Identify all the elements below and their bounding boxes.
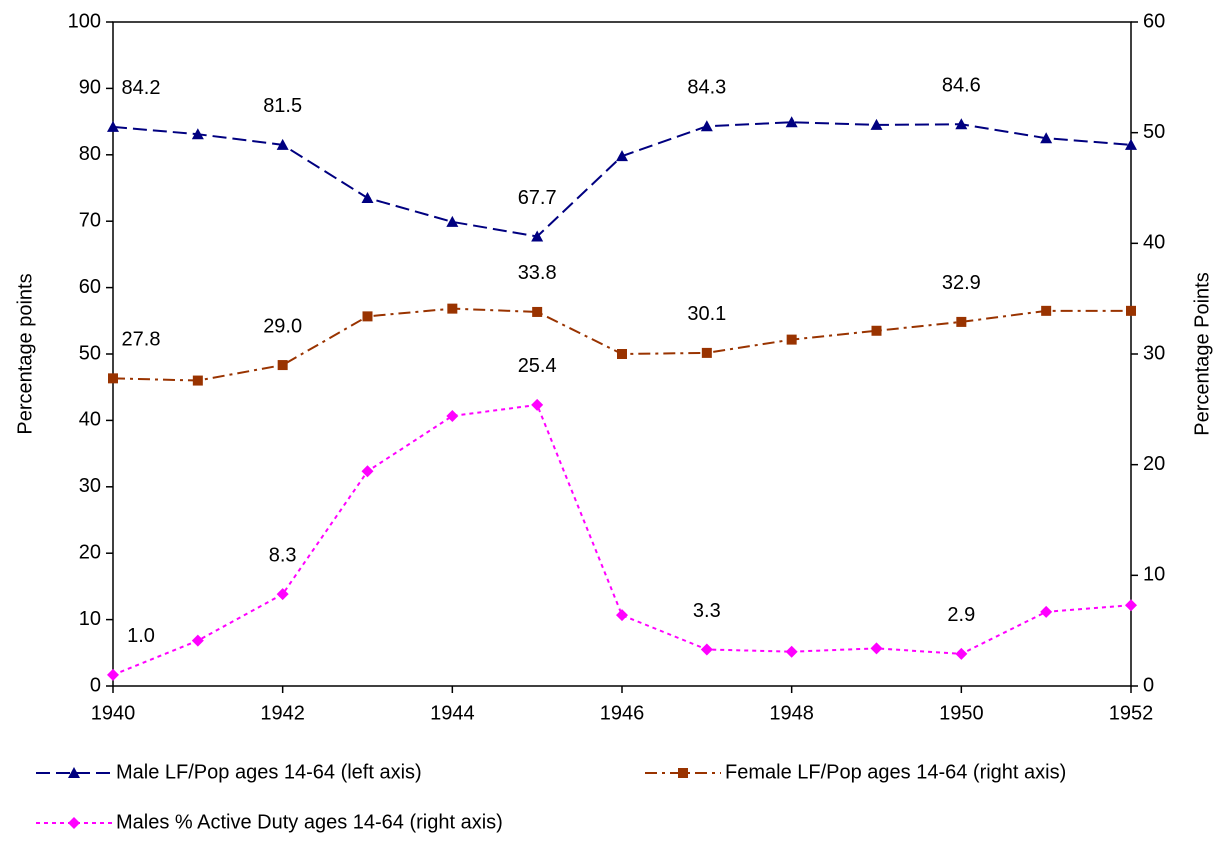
y-tick-label: 90 — [79, 77, 101, 99]
marker — [700, 643, 713, 656]
y2-tick-label: 40 — [1143, 232, 1165, 254]
x-tick-label: 1942 — [260, 702, 305, 724]
marker — [955, 647, 968, 660]
data-label: 30.1 — [687, 303, 726, 325]
marker — [276, 588, 289, 601]
marker — [1126, 305, 1136, 316]
marker — [1041, 305, 1052, 316]
marker — [1040, 605, 1053, 618]
data-label: 1.0 — [127, 625, 155, 647]
data-label: 2.9 — [947, 604, 975, 626]
legend-label: Males % Active Duty ages 14-64 (right ax… — [116, 811, 503, 833]
marker — [1125, 138, 1137, 150]
y-tick-label: 80 — [79, 143, 101, 165]
marker — [785, 645, 798, 658]
marker — [108, 373, 118, 384]
y-tick-label: 0 — [90, 674, 101, 696]
legend-marker — [68, 817, 80, 829]
marker — [871, 325, 882, 336]
y-tick-label: 20 — [79, 541, 101, 563]
marker — [361, 465, 374, 478]
marker — [277, 360, 288, 371]
marker — [191, 634, 204, 647]
marker — [616, 609, 628, 622]
legend-label: Male LF/Pop ages 14-64 (left axis) — [116, 761, 422, 783]
marker — [617, 349, 627, 359]
data-label: 29.0 — [263, 315, 302, 337]
x-tick-label: 1946 — [600, 702, 645, 724]
data-label: 25.4 — [518, 355, 557, 377]
marker — [446, 215, 459, 227]
data-label: 84.3 — [687, 77, 726, 99]
y-tick-label: 10 — [79, 608, 101, 630]
marker — [955, 118, 968, 130]
marker — [531, 230, 544, 242]
y2-tick-label: 20 — [1143, 453, 1165, 475]
data-label: 3.3 — [693, 600, 721, 622]
y2-tick-label: 0 — [1143, 674, 1154, 696]
series-line — [112, 403, 1132, 676]
y2-tick-label: 60 — [1143, 10, 1165, 32]
y-tick-label: 100 — [68, 10, 101, 32]
y-tick-label: 70 — [79, 209, 101, 231]
y-tick-label: 50 — [79, 342, 101, 364]
legend-label: Female LF/Pop ages 14-64 (right axis) — [725, 761, 1066, 783]
y-tick-label: 60 — [79, 276, 101, 298]
marker — [446, 409, 459, 422]
legend-marker — [678, 768, 688, 778]
y-axis-title: Percentage points — [14, 273, 36, 434]
marker — [107, 668, 119, 681]
marker — [276, 138, 289, 150]
data-label: 84.6 — [942, 75, 981, 97]
marker — [532, 306, 543, 317]
data-label: 84.2 — [122, 77, 161, 99]
marker — [191, 128, 204, 140]
marker — [701, 347, 712, 358]
x-tick-label: 1950 — [939, 702, 984, 724]
marker — [786, 334, 797, 345]
data-label: 8.3 — [269, 544, 297, 566]
legend-marker — [68, 767, 80, 778]
y-tick-label: 30 — [79, 475, 101, 497]
data-label: 67.7 — [518, 187, 557, 209]
x-tick-label: 1940 — [91, 702, 136, 724]
marker — [107, 120, 119, 132]
marker — [1125, 599, 1137, 612]
marker — [956, 316, 967, 327]
marker — [531, 398, 544, 411]
y2-tick-label: 50 — [1143, 121, 1165, 143]
y2-tick-label: 30 — [1143, 342, 1165, 364]
marker — [870, 118, 883, 130]
y2-axis-title: Percentage Points — [1191, 272, 1213, 435]
y-tick-label: 40 — [79, 409, 101, 431]
y2-tick-label: 10 — [1143, 564, 1165, 586]
marker — [361, 191, 374, 203]
marker — [700, 120, 713, 132]
marker — [616, 150, 628, 162]
data-label: 27.8 — [122, 329, 161, 351]
marker — [870, 642, 883, 655]
series-line — [112, 121, 1132, 238]
x-tick-label: 1944 — [430, 702, 475, 724]
x-tick-label: 1948 — [769, 702, 814, 724]
marker — [1040, 132, 1053, 144]
data-label: 81.5 — [263, 95, 302, 117]
marker — [785, 116, 798, 128]
data-label: 32.9 — [942, 272, 981, 294]
marker — [362, 311, 373, 322]
x-tick-label: 1952 — [1109, 702, 1154, 724]
data-label: 33.8 — [518, 262, 557, 284]
marker — [192, 375, 203, 386]
marker — [447, 303, 458, 314]
